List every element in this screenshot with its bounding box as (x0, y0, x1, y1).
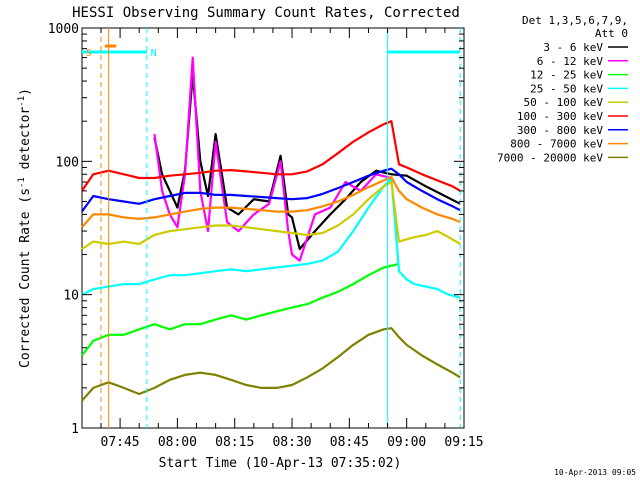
footer-timestamp: 10-Apr-2013 09:05 (554, 468, 636, 477)
series-line-4 (81, 180, 461, 250)
y-axis-title-end: ) (18, 88, 33, 96)
x-tick-label: 08:30 (272, 435, 311, 450)
chart-title: HESSI Observing Summary Count Rates, Cor… (72, 5, 460, 21)
y-tick-label: 100 (56, 155, 79, 170)
legend-header-1: Det 1,3,5,6,7,9, (522, 14, 628, 27)
x-tick-label: 09:15 (444, 435, 483, 450)
y-tick-label: 10 (63, 289, 79, 304)
series-line-3 (81, 176, 461, 299)
series-line-1 (153, 56, 392, 262)
saa-label: S (86, 48, 92, 59)
x-tick-label: 09:00 (387, 435, 426, 450)
night-label: N (151, 48, 157, 59)
legend-label-5: 100 - 300 keV (517, 110, 603, 123)
x-tick-label: 08:15 (215, 435, 254, 450)
x-tick-label: 07:45 (101, 435, 140, 450)
legend-label-0: 3 - 6 keV (543, 41, 603, 54)
y-tick-label: 1 (71, 422, 79, 437)
x-tick-label: 08:00 (158, 435, 197, 450)
series-line-2 (81, 262, 400, 357)
x-axis-title: Start Time (10-Apr-13 07:35:02) (159, 456, 402, 471)
legend-label-3: 25 - 50 keV (530, 82, 603, 95)
y-axis-title-main: Corrected Count Rate (s (18, 188, 33, 368)
legend-label-7: 800 - 7000 keV (510, 138, 603, 151)
legend-label-2: 12 - 25 keV (530, 69, 603, 82)
legend-label-1: 6 - 12 keV (537, 55, 604, 68)
series-line-5 (80, 120, 461, 192)
y-tick-label: 1000 (48, 22, 79, 37)
legend-label-4: 50 - 100 keV (524, 96, 604, 109)
axis-layer: 1 10 100 1000 07:45 08:00 08:15 08:30 08:45 09:00… (48, 22, 484, 450)
legend-header-2: Att 0 (595, 27, 628, 40)
y-axis-title: Corrected Count Rate (s-1 detector-1) (17, 88, 33, 368)
legend-label-6: 300 - 800 keV (517, 124, 603, 137)
y-axis-title-sup1: -1 (17, 177, 27, 188)
y-axis-title-sup2: -1 (17, 96, 27, 107)
legend-label-8: 7000 - 20000 keV (497, 151, 603, 164)
x-tick-label: 08:45 (330, 435, 369, 450)
y-axis-title-mid: detector (18, 107, 33, 178)
